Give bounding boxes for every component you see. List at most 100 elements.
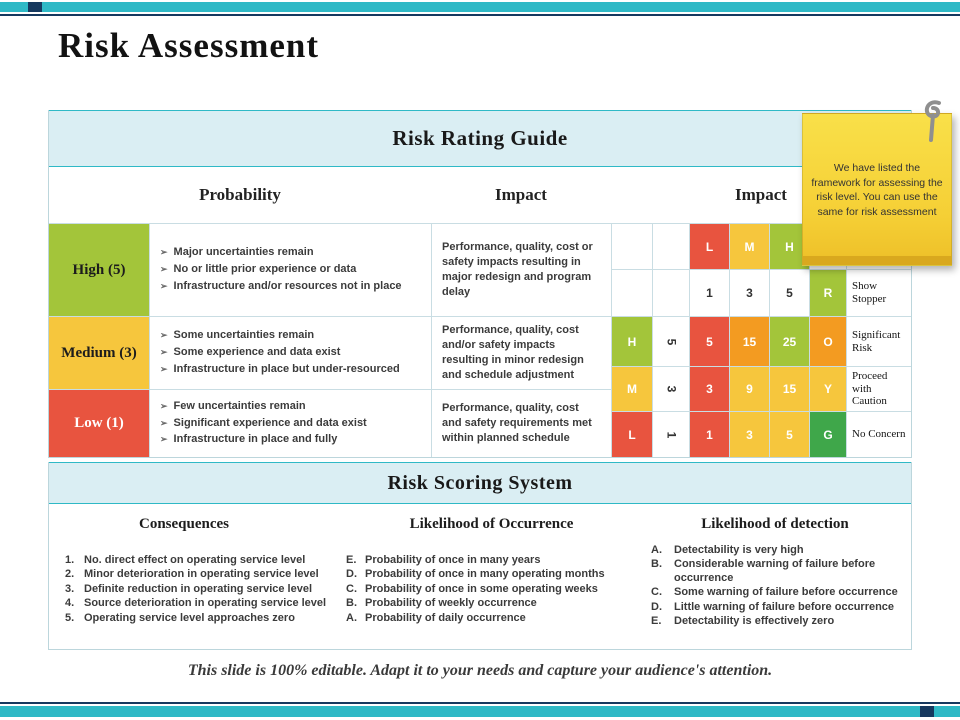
matrix-value-cell: 15 xyxy=(730,317,769,366)
pen-bullet-icon: ➢ xyxy=(160,347,168,358)
matrix-impact-letter: L xyxy=(690,224,729,269)
column-header-consequences: Consequences xyxy=(138,516,229,532)
matrix-impact-score: 3 xyxy=(730,270,769,316)
editable-note-text: This slide is 100% editable. Adapt it to… xyxy=(187,662,773,679)
row-label-high: High (5) xyxy=(49,224,149,316)
top-teal-bar xyxy=(0,2,960,12)
list-item: ➢ No or little prior experience or data xyxy=(160,263,425,277)
matrix-legend-letter: O xyxy=(810,317,846,366)
matrix-empty-cell xyxy=(612,270,652,316)
bottom-teal-bar xyxy=(0,706,960,717)
item-text: Probability of once in some operating we… xyxy=(365,582,598,595)
item-letter: A. xyxy=(346,611,357,624)
probability-item-text: Some uncertainties remain xyxy=(173,329,315,342)
matrix-impact-score: 1 xyxy=(690,270,729,316)
probability-list-high: ➢ Major uncertainties remain ➢ No or lit… xyxy=(150,224,431,316)
list-item: A. Probability of daily occurrence xyxy=(346,612,605,625)
probability-item-text: Infrastructure in place but under-resour… xyxy=(173,362,400,375)
probability-list-low: ➢ Few uncertainties remain ➢ Significant… xyxy=(150,390,431,457)
item-number: 3. xyxy=(65,582,75,595)
probability-item-text: Major uncertainties remain xyxy=(173,246,314,259)
item-letter: B. xyxy=(346,597,357,610)
list-item: D. Probability of once in many operating … xyxy=(346,568,605,581)
scoring-body: Consequences Likelihood of Occurrence Li… xyxy=(49,504,911,648)
matrix-legend-label: Show Stopper xyxy=(847,270,911,316)
detection-list: A. Detectability is very high B. Considera… xyxy=(651,544,903,628)
item-text: Operating service level approaches zero xyxy=(84,611,295,624)
matrix-probability-score: 3 xyxy=(653,367,689,411)
matrix-probability-score: 1 xyxy=(653,412,689,457)
probability-item-text: Significant experience and data exist xyxy=(173,416,367,429)
probability-list-medium: ➢ Some uncertainties remain ➢ Some exper… xyxy=(150,317,431,389)
list-item: E. Detectability is effectively zero xyxy=(651,615,903,628)
matrix-value-cell: 25 xyxy=(770,317,809,366)
matrix-band-letter: H xyxy=(612,317,652,366)
rating-guide-column-headers: Probability Impact Impact xyxy=(49,167,911,223)
bottom-navy-line xyxy=(0,702,960,704)
matrix-impact-letter: M xyxy=(730,224,769,269)
item-letter: E. xyxy=(651,615,662,628)
item-letter: D. xyxy=(651,600,662,613)
probability-item-text: Infrastructure and/or resources not in p… xyxy=(173,279,402,292)
pen-bullet-icon: ➢ xyxy=(160,363,168,374)
occurrence-list: E. Probability of once in many years D. Pr… xyxy=(346,554,605,625)
column-header-impact-matrix: Impact xyxy=(735,185,787,204)
column-header-detection: Likelihood of detection xyxy=(701,516,849,532)
list-item: B. Probability of weekly occurrence xyxy=(346,597,605,610)
item-text: Detectability is very high xyxy=(674,544,804,556)
matrix-legend-letter: Y xyxy=(810,367,846,411)
sticky-note: We have listed the framework for assessi… xyxy=(802,100,952,266)
item-text: Minor deterioration in operating service… xyxy=(84,568,319,581)
list-item: D. Little warning of failure before occur… xyxy=(651,601,903,614)
impact-description-medium: Performance, quality, cost and/or safety… xyxy=(432,317,611,389)
list-item: ➢ Some uncertainties remain xyxy=(160,329,425,343)
matrix-value-cell: 9 xyxy=(730,367,769,411)
matrix-band-letter: L xyxy=(612,412,652,457)
list-item: ➢ Some experience and data exist xyxy=(160,346,425,360)
risk-scoring-system-table: Risk Scoring System Consequences Likelih… xyxy=(48,462,912,650)
matrix-probability-score: 5 xyxy=(653,317,689,366)
matrix-legend-letter: G xyxy=(810,412,846,457)
rotated-number: 1 xyxy=(664,431,678,438)
scoring-header: Risk Scoring System xyxy=(49,462,911,504)
top-navy-square xyxy=(28,2,42,12)
list-item: 2. Minor deterioration in operating servi… xyxy=(65,568,326,581)
list-item: C. Some warning of failure before occurre… xyxy=(651,586,903,599)
pen-bullet-icon: ➢ xyxy=(160,400,168,411)
list-item: 3. Definite reduction in operating servic… xyxy=(65,583,326,596)
consequences-list: 1. No. direct effect on operating service… xyxy=(65,554,326,625)
pen-bullet-icon: ➢ xyxy=(160,330,168,341)
list-item: ➢ Few uncertainties remain xyxy=(160,400,425,414)
page-title: Risk Assessment xyxy=(58,26,320,65)
risk-rating-guide-table: Risk Rating Guide Probability Impact Imp… xyxy=(48,110,912,458)
impact-description-low: Performance, quality, cost and safety re… xyxy=(432,390,611,457)
impact-description-high: Performance, quality, cost or safety imp… xyxy=(432,224,611,316)
matrix-legend-letter: R xyxy=(810,270,846,316)
item-letter: B. xyxy=(651,558,662,571)
matrix-empty-cell xyxy=(653,270,689,316)
list-item: C. Probability of once in some operating … xyxy=(346,583,605,596)
item-text: Probability of once in many operating mo… xyxy=(365,568,605,581)
rotated-number: 3 xyxy=(664,385,678,393)
item-number: 5. xyxy=(65,611,75,624)
rating-guide-header: Risk Rating Guide xyxy=(49,110,911,167)
matrix-empty-cell xyxy=(653,224,689,269)
item-text: Probability of daily occurrence xyxy=(365,611,526,624)
list-item: E. Probability of once in many years xyxy=(346,554,605,567)
rating-guide-body: High (5) Medium (3) Low (1) ➢ Major unce… xyxy=(49,223,911,457)
matrix-legend-label: No Concern xyxy=(847,412,911,457)
column-header-impact-description: Impact xyxy=(495,185,547,204)
sticky-note-text: We have listed the framework for assessi… xyxy=(811,162,943,219)
list-item: ➢ Infrastructure and/or resources not in… xyxy=(160,280,425,294)
list-item: ➢ Infrastructure in place and fully xyxy=(160,433,425,447)
item-text: Probability of weekly occurrence xyxy=(365,597,537,610)
pen-bullet-icon: ➢ xyxy=(160,434,168,445)
list-item: 4. Source deterioration in operating serv… xyxy=(65,597,326,610)
probability-item-text: Infrastructure in place and fully xyxy=(173,433,338,446)
item-number: 4. xyxy=(65,597,75,610)
matrix-value-cell: 1 xyxy=(690,412,729,457)
list-item: ➢ Infrastructure in place but under-reso… xyxy=(160,363,425,377)
item-text: Considerable warning of failure before o… xyxy=(674,558,876,584)
item-letter: C. xyxy=(346,582,357,595)
